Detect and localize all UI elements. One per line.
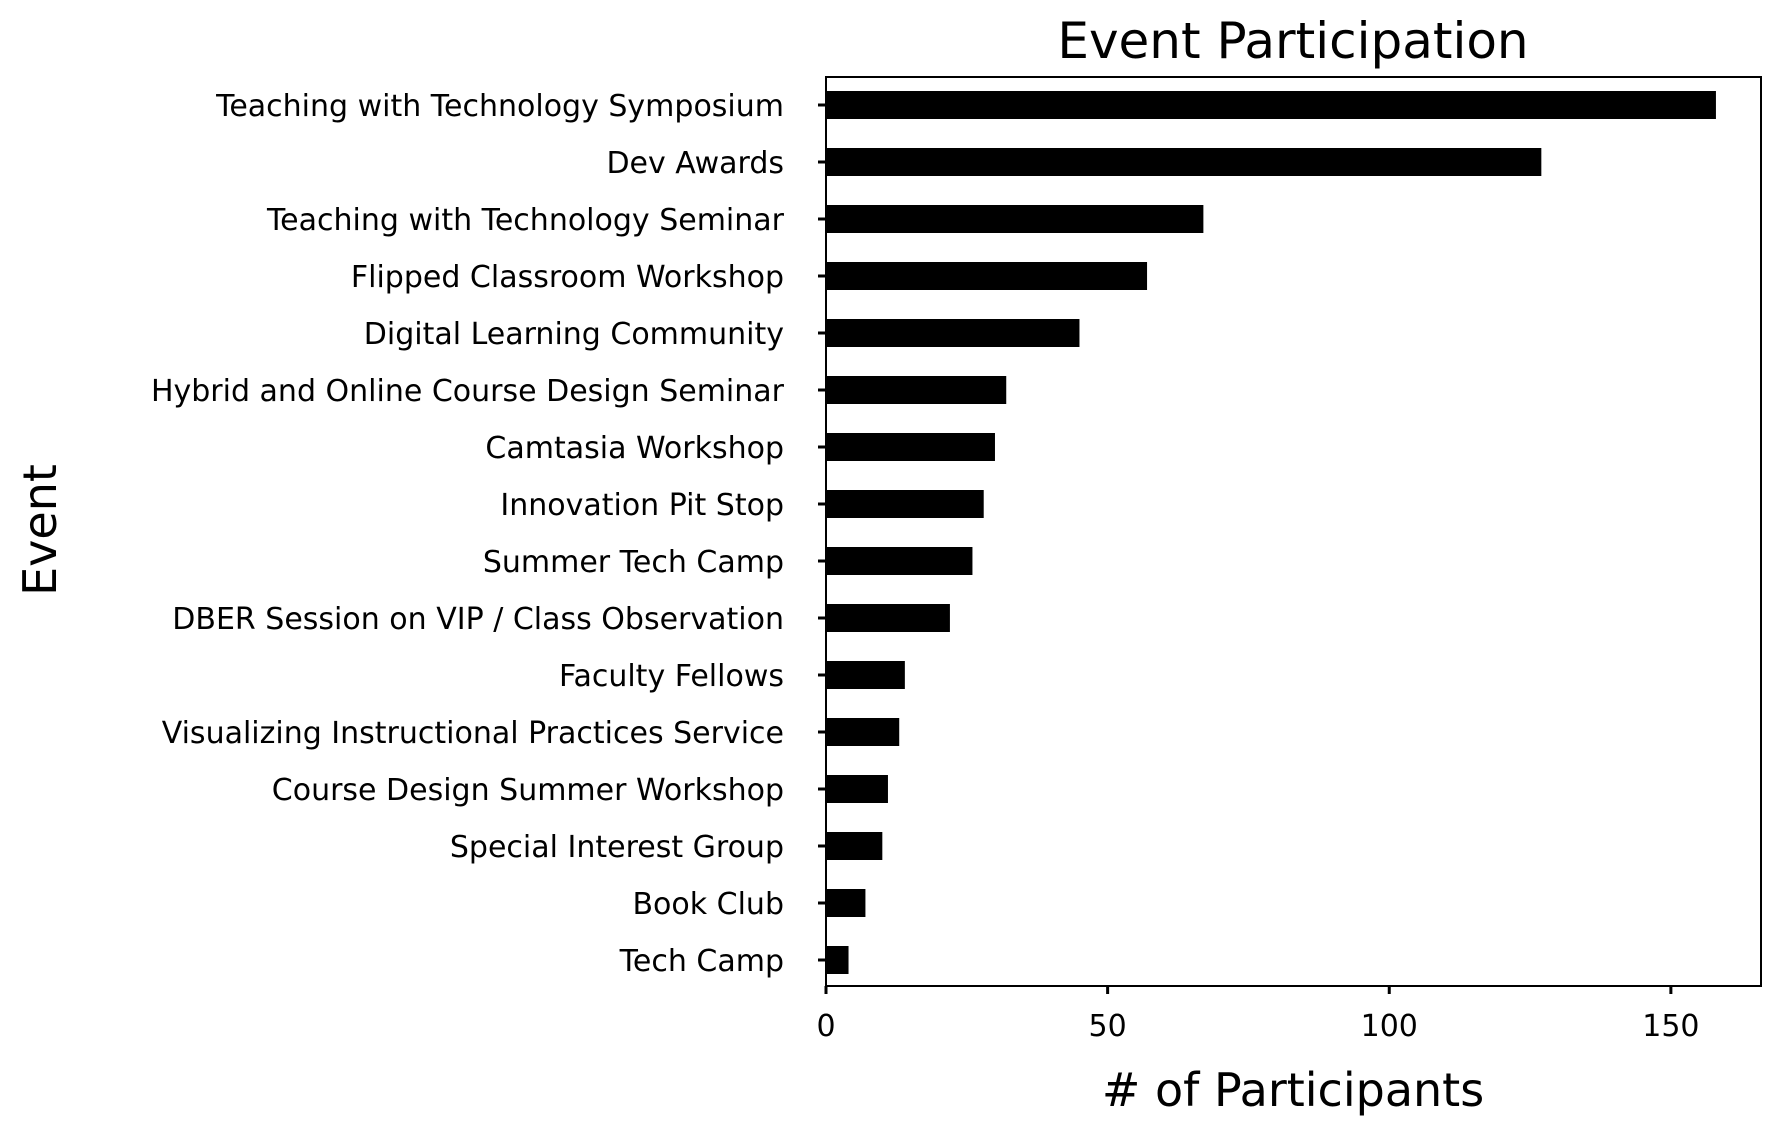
y-axis-title: Event — [13, 464, 67, 596]
chart-title: Event Participation — [1057, 12, 1528, 70]
plot-frame — [825, 76, 1762, 987]
x-tick-label: 0 — [816, 1009, 835, 1044]
bar — [826, 376, 1007, 404]
x-tick-label: 50 — [1089, 1009, 1127, 1044]
bar — [826, 775, 888, 803]
x-tick-label: 150 — [1642, 1009, 1699, 1044]
bars-layer — [826, 91, 1716, 974]
y-tick-label: Camtasia Workshop — [485, 431, 784, 466]
y-tick-label: Teaching with Technology Seminar — [266, 203, 785, 238]
bar — [826, 547, 973, 575]
y-tick-label: Dev Awards — [606, 146, 784, 181]
y-tick-label: Hybrid and Online Course Design Seminar — [151, 374, 785, 409]
y-tick-label: Faculty Fellows — [559, 659, 784, 694]
y-tick-label: Digital Learning Community — [364, 317, 784, 352]
y-tick-label: Special Interest Group — [450, 830, 784, 865]
bar — [826, 319, 1080, 347]
bar — [826, 604, 950, 632]
bar — [826, 205, 1204, 233]
bar — [826, 946, 849, 974]
y-tick-label: Visualizing Instructional Practices Serv… — [162, 716, 784, 751]
bar — [826, 661, 905, 689]
bar — [826, 832, 883, 860]
bar — [826, 718, 900, 746]
bar — [826, 148, 1542, 176]
bar — [826, 433, 995, 461]
bar — [826, 889, 866, 917]
y-tick-label: Course Design Summer Workshop — [272, 773, 784, 808]
y-tick-label: Summer Tech Camp — [483, 545, 784, 580]
y-tick-label: Book Club — [632, 887, 784, 922]
bar — [826, 490, 984, 518]
y-tick-label: DBER Session on VIP / Class Observation — [172, 602, 784, 637]
y-axis-ticks: Teaching with Technology Symposium Dev Aw… — [151, 89, 826, 979]
y-tick-label: Innovation Pit Stop — [500, 488, 784, 523]
y-tick-label: Teaching with Technology Symposium — [215, 89, 784, 124]
bar — [826, 91, 1716, 119]
x-axis-ticks: 0 50 100 150 — [816, 986, 1700, 1044]
x-axis-title: # of Participants — [1102, 1063, 1484, 1117]
y-tick-label: Tech Camp — [619, 944, 784, 979]
y-tick-label: Flipped Classroom Workshop — [351, 260, 784, 295]
bar — [826, 262, 1148, 290]
x-tick-label: 100 — [1361, 1009, 1418, 1044]
